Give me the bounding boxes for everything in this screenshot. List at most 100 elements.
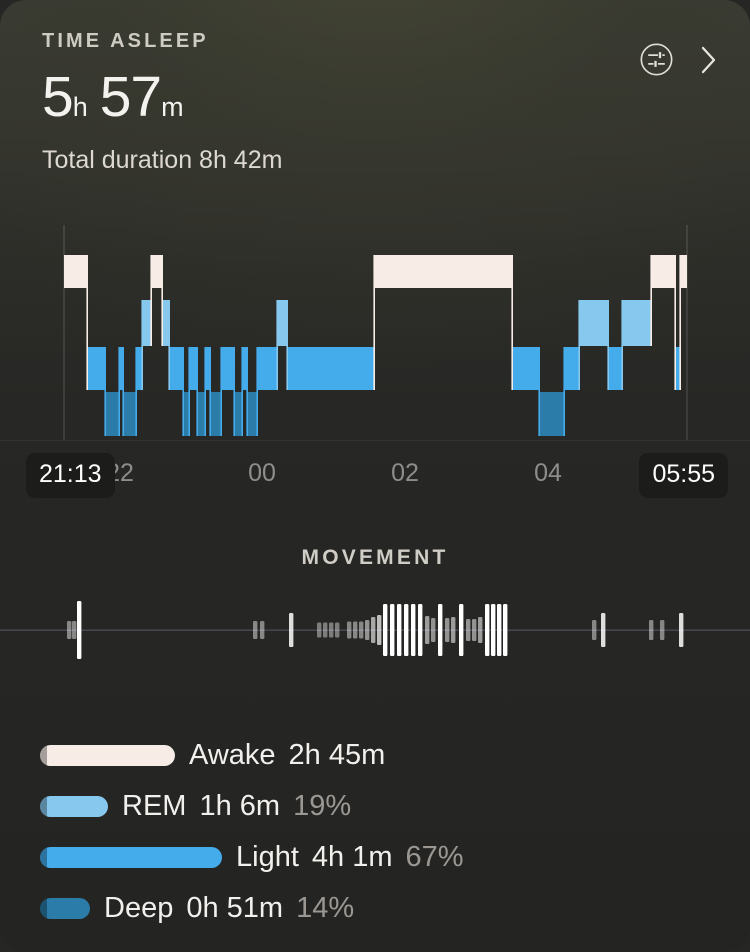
- hypnogram-connector: [578, 300, 580, 390]
- hypnogram-segment: [120, 347, 124, 390]
- hours-value: 5: [42, 65, 74, 129]
- hypnogram-connector: [373, 255, 375, 390]
- movement-bar: [347, 621, 352, 639]
- legend-duration: 2h 45m: [288, 739, 386, 771]
- hypnogram-connector: [135, 347, 137, 436]
- axis-tick-label: 00: [248, 459, 276, 487]
- hypnogram-connector: [204, 347, 206, 436]
- legend-text: Awake 2h 45m: [189, 739, 385, 772]
- hypnogram-segment: [681, 255, 687, 288]
- axis-end-time: 05:55: [639, 453, 728, 498]
- hypnogram-segment: [513, 347, 540, 390]
- legend-bar: [40, 898, 90, 919]
- legend-bar: [40, 745, 175, 766]
- hypnogram-segment: [288, 347, 375, 390]
- legend-duration: 1h 6m: [199, 790, 281, 822]
- hypnogram-connector: [511, 255, 513, 390]
- hypnogram-segment: [152, 255, 163, 288]
- hypnogram-segment: [652, 255, 676, 288]
- movement-chart[interactable]: [0, 598, 750, 662]
- hypnogram-connector: [538, 347, 540, 436]
- hypnogram-segment: [64, 255, 88, 288]
- movement-bar: [335, 622, 340, 638]
- movement-bar: [371, 617, 376, 643]
- hypnogram-connector: [256, 347, 258, 436]
- movement-bar: [601, 613, 606, 647]
- time-asleep-value: 5h 57m: [42, 69, 720, 126]
- chart-gridline: [686, 225, 688, 440]
- hypnogram-segment: [124, 392, 137, 436]
- card-header: TIME ASLEEP 5h 57m Total duration 8h 42m: [42, 30, 720, 175]
- movement-bar: [459, 604, 464, 656]
- movement-bar: [503, 604, 508, 656]
- movement-bar: [397, 604, 402, 656]
- hypnogram-chart[interactable]: [0, 225, 750, 440]
- movement-bar: [497, 604, 502, 656]
- total-duration-label: Total duration 8h 42m: [42, 146, 283, 174]
- axis-tick-label: 04: [534, 459, 562, 487]
- hypnogram-connector: [233, 347, 235, 436]
- hypnogram-connector: [150, 255, 152, 346]
- hypnogram-segment: [88, 347, 106, 390]
- hypnogram-connector: [286, 300, 288, 390]
- hypnogram-segment: [235, 392, 243, 436]
- axis-divider: [0, 440, 750, 441]
- movement-bar: [383, 604, 388, 656]
- hypnogram-segment: [258, 347, 278, 390]
- hours-unit: h: [72, 92, 88, 122]
- movement-bar: [592, 620, 597, 640]
- sliders-circle-icon[interactable]: [639, 42, 674, 77]
- legend-duration: 0h 51m: [186, 892, 284, 924]
- movement-bar: [478, 617, 483, 643]
- movement-bar: [485, 604, 490, 656]
- movement-bar: [390, 604, 395, 656]
- page-title: TIME ASLEEP: [42, 30, 209, 52]
- legend-percent: 14%: [296, 892, 355, 924]
- minutes-unit: m: [161, 92, 184, 122]
- hypnogram-connector: [241, 347, 243, 436]
- movement-bar: [317, 622, 322, 638]
- movement-bar: [649, 620, 654, 640]
- movement-bar: [472, 619, 477, 641]
- hypnogram-connector: [118, 347, 120, 436]
- legend-row: REM 1h 6m 19%: [40, 781, 720, 832]
- hypnogram-connector: [276, 300, 278, 390]
- hypnogram-connector: [650, 255, 652, 346]
- hypnogram-segment: [163, 300, 170, 346]
- hypnogram-connector: [182, 347, 184, 436]
- hypnogram-segment: [206, 347, 211, 390]
- legend-row: Light 4h 1m 67%: [40, 832, 720, 883]
- hypnogram-segment: [190, 347, 198, 390]
- movement-bar: [451, 617, 456, 643]
- movement-bar: [353, 621, 358, 639]
- movement-bar: [431, 618, 436, 642]
- header-actions: [639, 42, 720, 77]
- hypnogram-segment: [137, 347, 143, 390]
- legend-percent: 19%: [293, 790, 352, 822]
- hypnogram-segment: [580, 300, 609, 346]
- hypnogram-segment: [565, 347, 580, 390]
- axis-start-time: 21:13: [26, 453, 115, 498]
- chevron-right-icon[interactable]: [696, 43, 720, 77]
- legend-text: Light 4h 1m 67%: [236, 841, 464, 874]
- hypnogram-connector: [220, 347, 222, 436]
- hypnogram-connector: [161, 255, 163, 346]
- legend-bar: [40, 847, 222, 868]
- hypnogram-segment: [222, 347, 235, 390]
- movement-bar: [466, 619, 471, 641]
- hypnogram-connector: [674, 255, 676, 390]
- hypnogram-connector: [621, 300, 623, 390]
- movement-bar: [411, 604, 416, 656]
- hypnogram-segment: [248, 392, 258, 436]
- movement-bar: [77, 601, 82, 659]
- chart-gridline: [63, 225, 65, 440]
- hypnogram-connector: [168, 300, 170, 390]
- movement-bar: [438, 604, 443, 656]
- time-axis: 22 00 02 04 21:13 05:55: [0, 440, 750, 510]
- movement-bar: [67, 621, 72, 639]
- hypnogram-segment: [198, 392, 206, 436]
- movement-bar: [425, 616, 430, 644]
- movement-bar: [329, 622, 334, 638]
- movement-bar: [359, 621, 364, 639]
- legend-text: REM 1h 6m 19%: [122, 790, 351, 823]
